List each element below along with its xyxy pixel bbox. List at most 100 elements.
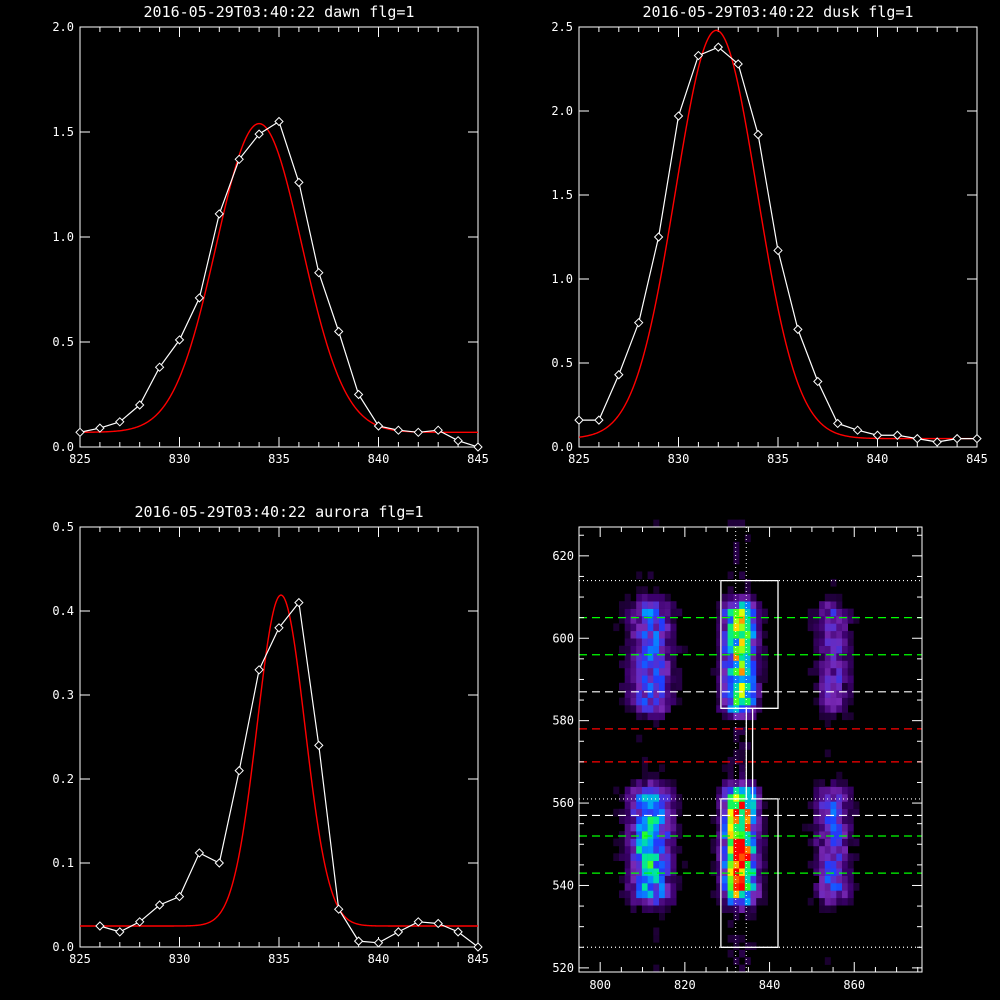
heatmap-cell	[830, 897, 837, 906]
heatmap-cell	[624, 883, 631, 891]
heatmap-cell	[670, 868, 677, 876]
heatmap-cell	[641, 816, 648, 824]
heatmap-cell	[619, 816, 625, 824]
data-point-diamond	[972, 433, 982, 444]
heatmap-cell	[630, 675, 637, 683]
heatmap-cell	[664, 601, 671, 609]
heatmap-cell	[636, 823, 643, 832]
heatmap-cell	[670, 601, 677, 609]
heatmap-cell	[664, 831, 671, 839]
heatmap-cell	[813, 779, 820, 787]
heatmap-cell	[744, 860, 751, 869]
heatmap-cell	[744, 690, 751, 698]
heatmap-cell	[659, 794, 665, 802]
heatmap-cell	[670, 645, 677, 654]
plot-frame	[578, 526, 923, 973]
heatmap-cell	[744, 601, 751, 609]
heatmap-cell	[830, 593, 837, 602]
heatmap-cell	[824, 675, 831, 683]
heatmap-cell	[664, 690, 671, 698]
heatmap-cell	[636, 890, 643, 899]
heatmap-cell	[819, 897, 826, 906]
heatmap-cell	[853, 838, 860, 847]
heatmap-cell	[670, 794, 677, 802]
heatmap-cell	[716, 608, 723, 617]
heatmap-cell	[727, 786, 734, 795]
heatmap-cell	[819, 682, 826, 691]
heatmap-cell	[659, 764, 665, 772]
heatmap-cell	[836, 853, 843, 861]
heatmap-cell	[836, 794, 843, 802]
heatmap-cell	[761, 653, 768, 661]
heatmap-cell	[756, 616, 763, 624]
heatmap-cell	[756, 630, 763, 639]
heatmap-cell	[727, 601, 734, 609]
heatmap-cell	[716, 860, 723, 869]
heatmap-cell	[744, 838, 751, 847]
heatmap-cell	[813, 868, 820, 876]
heatmap-cell	[624, 593, 631, 602]
data-point-diamond	[274, 623, 284, 633]
heatmap-cell	[641, 897, 648, 906]
heatmap-cell	[733, 868, 740, 876]
heatmap-cell	[641, 660, 648, 669]
heatmap-cell	[744, 653, 751, 661]
heatmap-cell	[664, 808, 671, 817]
heatmap-cell	[744, 742, 751, 750]
heatmap-cell	[624, 601, 631, 609]
heatmap-cell	[659, 601, 665, 609]
heatmap-cell	[819, 838, 826, 847]
heatmap-cell	[659, 860, 665, 869]
heatmap-cell	[727, 571, 734, 580]
y-tick-label: 0.0	[52, 940, 74, 954]
heatmap-cell	[819, 860, 826, 869]
heatmap-cell	[853, 616, 860, 624]
heatmap-cell	[647, 608, 654, 617]
heatmap-cell	[670, 897, 677, 906]
heatmap-cell	[716, 831, 723, 839]
heatmap-cell	[733, 912, 740, 921]
heatmap-cell	[842, 845, 848, 854]
data-point-diamond	[234, 765, 244, 776]
heatmap-cell	[824, 690, 831, 698]
data-point-diamond	[614, 370, 624, 380]
heatmap-cell	[733, 749, 740, 758]
data-point-diamond	[174, 335, 185, 345]
heatmap-cell	[653, 712, 660, 721]
heatmap-cell	[716, 794, 723, 802]
heatmap-cell	[756, 831, 763, 839]
heatmap-cell	[813, 823, 820, 832]
heatmap-cell	[636, 712, 643, 721]
heatmap-cell	[847, 853, 854, 861]
heatmap-cell	[653, 519, 660, 528]
heatmap-cell	[744, 890, 751, 899]
heatmap-cell	[630, 705, 637, 713]
heatmap-cell	[619, 794, 625, 802]
heatmap-cell	[727, 823, 734, 832]
heatmap-cell	[824, 653, 831, 661]
heatmap-cell	[733, 756, 740, 765]
heatmap-cell	[842, 682, 848, 691]
heatmap-cell	[641, 630, 648, 639]
heatmap-cell	[716, 653, 723, 661]
heatmap-cell	[659, 608, 665, 617]
heatmap-cell	[721, 779, 728, 787]
x-tick-label: 840	[368, 952, 390, 966]
heatmap-cell	[641, 623, 648, 632]
heatmap-cell	[739, 519, 746, 528]
heatmap-cell	[756, 816, 763, 824]
heatmap-cell	[761, 897, 768, 906]
heatmap-cell	[750, 660, 757, 669]
heatmap-cell	[819, 853, 826, 861]
heatmap-cell	[721, 868, 728, 876]
heatmap-cell	[641, 764, 648, 772]
heatmap-cell	[813, 853, 820, 861]
heatmap-cell	[716, 823, 723, 832]
heatmap-cell	[813, 883, 820, 891]
data-point-diamond	[574, 415, 584, 425]
heatmap-cell	[830, 786, 837, 795]
heatmap-cell	[830, 601, 837, 609]
heatmap-cell	[670, 653, 677, 661]
data-point-diamond	[673, 111, 684, 121]
